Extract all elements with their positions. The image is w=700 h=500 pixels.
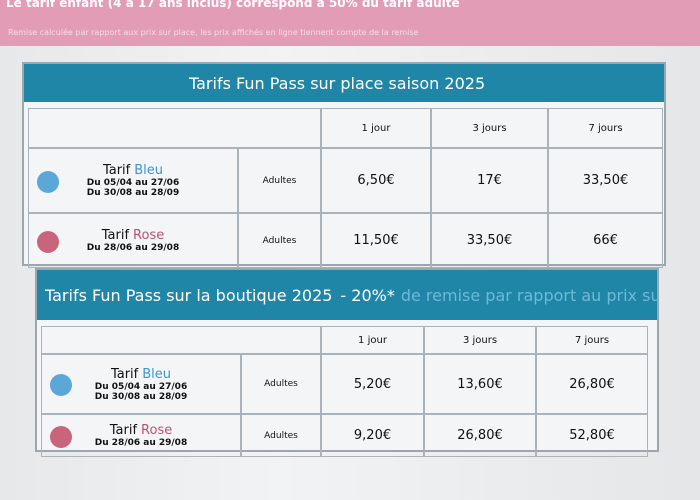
notice-band: Le tarif enfant (4 à 17 ans inclus) corr… (0, 0, 700, 46)
tariff-color: Bleu (134, 163, 164, 178)
tariff-label: Tarif (102, 163, 131, 178)
tariff-dot (37, 170, 59, 193)
price: 26,80€ (424, 414, 536, 457)
tariff-name: Tarif Rose (102, 228, 164, 243)
tariff-dates: Du 28/06 au 29/08 (86, 243, 180, 253)
audience: Adultes (238, 213, 321, 268)
audience: Adultes (241, 414, 321, 457)
table-title: Tarifs Fun Pass sur place saison 2025 (189, 73, 486, 93)
tariff-color: Rose (133, 228, 165, 243)
tariff-cell: Tarif Bleu Du 05/04 au 27/06 Du 30/08 au 28… (41, 354, 241, 414)
audience: Adultes (238, 148, 321, 213)
column-header: 7 jours (548, 108, 663, 148)
table-title-bar: Tarifs Fun Pass sur place saison 2025 (24, 64, 664, 102)
table-title: Tarifs Fun Pass sur la boutique 2025 (45, 285, 333, 305)
price: 13,60€ (424, 354, 536, 414)
tariff-dates: Du 30/08 au 28/09 (94, 391, 188, 402)
notice-line: Remise calculée par rapport aux prix sur… (8, 28, 419, 37)
price: 5,20€ (321, 354, 424, 414)
tariff-color: Rose (141, 423, 173, 438)
notice-line: Le tarif enfant (4 à 17 ans inclus) corr… (6, 0, 460, 10)
price: 9,20€ (321, 414, 424, 457)
price: 11,50€ (321, 213, 431, 268)
tariff-cell: Tarif Rose Du 28/06 au 29/08 (41, 414, 241, 457)
price: 17€ (431, 148, 548, 213)
audience: Adultes (241, 354, 321, 414)
tariff-name: Tarif Bleu (111, 367, 171, 382)
price: 33,50€ (431, 213, 548, 268)
price: 6,50€ (321, 148, 431, 213)
tariff-dates: Du 05/04 au 27/06 (86, 178, 180, 188)
tariff-name: Tarif Rose (110, 423, 172, 438)
column-header: 1 jour (321, 326, 424, 354)
discount-note: de remise par rapport au prix sur place (400, 285, 657, 305)
tariff-name: Tarif Bleu (103, 163, 163, 178)
column-header: 3 jours (424, 326, 536, 354)
price: 66€ (548, 213, 663, 268)
tariff-dates: Du 28/06 au 29/08 (94, 438, 188, 448)
tariff-label: Tarif (101, 228, 130, 243)
tariff-dates: Du 30/08 au 28/09 (86, 188, 180, 198)
column-header: 7 jours (536, 326, 648, 354)
tariff-dates: Du 05/04 au 27/06 (94, 381, 188, 392)
column-header: 3 jours (431, 108, 548, 148)
table-title-bar: Tarifs Fun Pass sur la boutique 2025 - 20… (37, 270, 657, 320)
tariff-label: Tarif (109, 423, 138, 438)
tariff-cell: Tarif Bleu Du 05/04 au 27/06 Du 30/08 au 28… (28, 148, 238, 213)
header-blank (41, 326, 321, 354)
column-header: 1 jour (321, 108, 431, 148)
tariff-dot (50, 425, 72, 448)
price-table: Tarifs Fun Pass sur place saison 2025 1 j… (22, 62, 666, 268)
header-blank (28, 108, 321, 148)
tariff-dot (37, 230, 59, 253)
tariff-label: Tarif (110, 366, 139, 382)
price: 33,50€ (548, 148, 663, 213)
price-table: Tarifs Fun Pass sur la boutique 2025 - 20… (35, 268, 659, 457)
tariff-dot (50, 374, 72, 396)
price: 26,80€ (536, 354, 648, 414)
tariff-color: Bleu (142, 366, 172, 382)
price: 52,80€ (536, 414, 648, 457)
discount: - 20%* (340, 285, 395, 305)
tariff-cell: Tarif Rose Du 28/06 au 29/08 (28, 213, 238, 268)
